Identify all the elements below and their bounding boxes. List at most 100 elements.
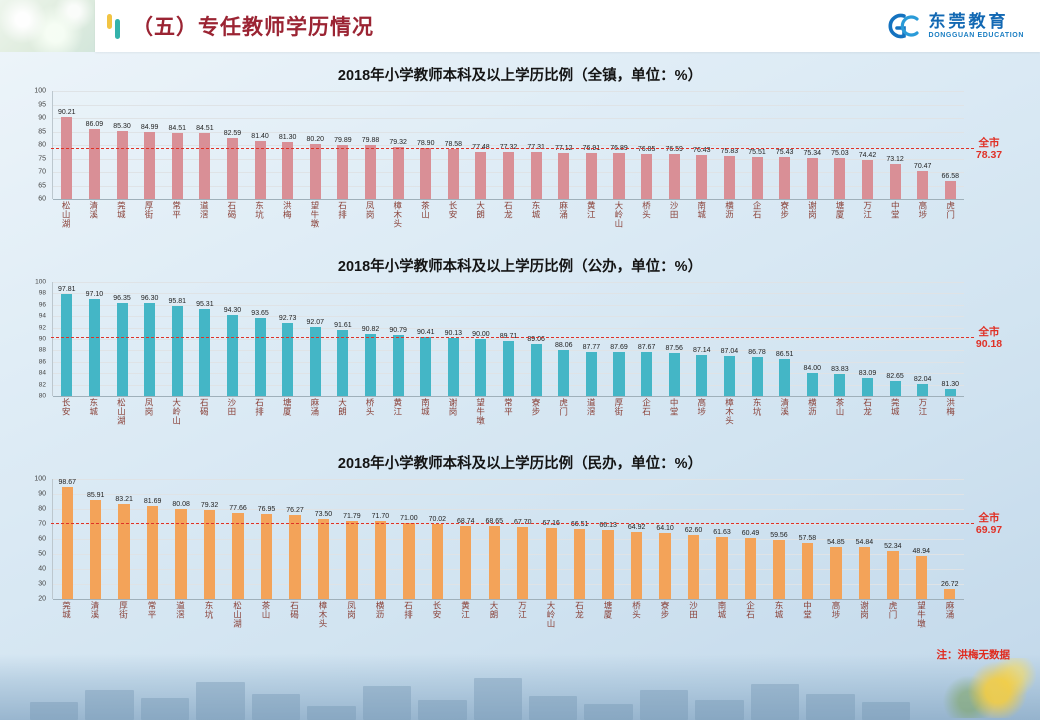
bar-value-label: 96.30 — [140, 295, 159, 303]
sunflower-decoration — [940, 658, 1036, 718]
bar — [254, 318, 266, 396]
bar-column: 87.14 — [688, 282, 716, 396]
category-label: 道滘 — [199, 201, 210, 219]
bar-value-label: 82.04 — [913, 376, 932, 384]
category-label: 望牛墩 — [916, 601, 927, 628]
category-label: 凤岗 — [143, 398, 154, 416]
bar-value-label: 61.63 — [713, 528, 731, 536]
bar-column: 81.30 — [274, 91, 302, 199]
chart-title: 2018年小学教师本科及以上学历比例（民办，单位：%） — [337, 456, 703, 472]
category-label: 厚街 — [118, 601, 129, 619]
y-axis-tick: 90 — [38, 114, 46, 122]
bar — [420, 147, 432, 199]
bar-value-label: 79.88 — [361, 137, 380, 145]
bar-column: 93.65 — [246, 282, 274, 396]
bar-value-label: 94.30 — [223, 306, 242, 314]
bar-value-label: 86.78 — [748, 349, 766, 357]
category-label: 南城 — [717, 601, 727, 619]
corner-flowers-decoration — [0, 0, 95, 52]
bar — [171, 132, 183, 199]
bar-column: 90.00 — [467, 282, 495, 396]
plot-area: 98.67 85.91 83.21 81.69 80.08 79.32 77.66 76.95… — [51, 479, 974, 600]
title-bars-icon — [107, 13, 123, 40]
bar-value-label: 68.74 — [457, 517, 475, 525]
bar-column: 73.12 — [881, 91, 909, 199]
bar-column: 59.56 — [765, 479, 793, 599]
y-axis-tick: 80 — [38, 392, 46, 400]
bar-value-label: 59.56 — [770, 531, 788, 539]
bar — [889, 380, 901, 396]
bar-column: 92.73 — [274, 282, 302, 396]
bar-value-label: 75.34 — [803, 149, 822, 157]
category-label: 大朗 — [489, 601, 499, 619]
dongguan-education-logo: 东莞教育 DONGGUAN EDUCATION — [884, 11, 1024, 41]
category-label: 高埗 — [831, 601, 841, 619]
bar-value-label: 82.65 — [886, 372, 904, 380]
category-label: 黄江 — [460, 601, 471, 619]
bar-column: 90.13 — [440, 282, 468, 396]
y-axis-tick: 70 — [38, 168, 46, 176]
bar-value-label: 70.02 — [428, 515, 447, 523]
bar-value-label: 77.12 — [555, 144, 573, 152]
bar-column: 85.91 — [81, 479, 109, 599]
category-label: 寮步 — [779, 201, 790, 219]
category-label: 企石 — [752, 201, 763, 219]
bar-column: 84.51 — [163, 91, 191, 199]
bar-column: 64.92 — [622, 479, 650, 599]
bar-value-label: 77.32 — [499, 144, 518, 152]
bar-column: 82.65 — [881, 282, 909, 396]
bar — [630, 531, 643, 599]
bar — [403, 522, 415, 599]
logo-chinese-name: 东莞教育 — [928, 11, 1009, 31]
bar-column: 84.99 — [136, 91, 164, 199]
bar — [226, 138, 238, 199]
bar-column: 76.85 — [633, 91, 661, 199]
bar — [751, 357, 763, 396]
bar-column: 62.60 — [679, 479, 707, 599]
page-title: （五）专任教师学历情况 — [132, 16, 374, 39]
bar — [61, 294, 73, 396]
bar-value-label: 71.00 — [400, 514, 418, 522]
bar-value-label: 90.41 — [416, 328, 435, 336]
bar-value-label: 83.21 — [115, 496, 133, 504]
bar — [887, 550, 899, 599]
bar — [88, 298, 100, 396]
category-label: 大岭山 — [546, 601, 556, 628]
bar-value-label: 87.67 — [637, 344, 656, 352]
skyline-decoration — [0, 654, 1040, 720]
bar — [431, 523, 444, 599]
y-axis-tick: 40 — [38, 565, 46, 573]
bar-value-label: 90.21 — [58, 109, 76, 117]
bar — [282, 323, 294, 396]
bar-value-label: 78.90 — [416, 139, 435, 147]
category-label: 企石 — [745, 601, 756, 619]
y-axis-tick: 95 — [38, 101, 46, 108]
bar-column: 76.43 — [688, 91, 716, 199]
bar-column: 67.70 — [509, 479, 537, 599]
chart-title: 2018年小学教师本科及以上学历比例（全镇，单位：%） — [337, 68, 703, 84]
y-axis: 100 90 80 70 60 50 40 30 20 — [24, 476, 50, 603]
y-axis-tick: 65 — [38, 182, 46, 189]
bar-column: 83.09 — [854, 282, 882, 396]
bar-column: 71.70 — [366, 479, 394, 599]
category-label: 麻涌 — [945, 601, 955, 619]
bar — [806, 157, 818, 199]
category-label: 松山湖 — [232, 601, 243, 628]
bar — [602, 529, 614, 599]
bar — [744, 538, 757, 599]
category-label: 南城 — [420, 398, 431, 416]
bar — [573, 529, 586, 599]
bar — [613, 153, 625, 199]
category-label: 莞城 — [61, 601, 72, 619]
bar — [806, 373, 818, 396]
y-axis-tick: 94 — [38, 312, 46, 320]
bar — [337, 145, 349, 199]
category-label: 石龙 — [574, 601, 585, 619]
category-label: 常平 — [503, 398, 514, 416]
bar-column: 73.50 — [309, 479, 337, 599]
bar-value-label: 84.51 — [196, 124, 214, 132]
bar-value-label: 26.72 — [941, 580, 959, 588]
bar-value-label: 96.35 — [113, 294, 131, 302]
bar-value-label: 87.04 — [720, 347, 739, 355]
slide-content: 2018年小学教师本科及以上学历比例（全镇，单位：%） 100 95 90 85 80 7… — [0, 52, 1040, 662]
